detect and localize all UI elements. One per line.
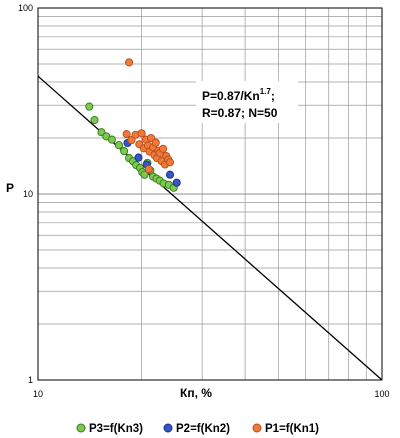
annotation-line-2: R=0.87; N=50 bbox=[202, 106, 278, 120]
fit-line bbox=[37, 75, 383, 381]
grid bbox=[38, 8, 382, 381]
legend-item-p2: P2=f(Kn2) bbox=[163, 423, 230, 435]
data-point bbox=[120, 147, 129, 156]
fit-annotation: P=0.87/Kn1.7; R=0.87; N=50 bbox=[196, 81, 298, 123]
series-P1=f(Kn1) bbox=[122, 58, 175, 174]
data-point bbox=[159, 144, 168, 153]
plot-frame bbox=[37, 7, 383, 381]
legend-marker-p1 bbox=[252, 423, 262, 433]
data-point bbox=[122, 130, 131, 139]
legend-item-p3: P3=f(Kn3) bbox=[76, 423, 143, 435]
y-tick-label: 100 bbox=[18, 3, 33, 13]
legend: P3=f(Kn3) P2=f(Kn2) P1=f(Kn1) bbox=[76, 423, 319, 435]
annotation-formula-end: ; bbox=[271, 89, 275, 103]
legend-label-p3: P3=f(Kn3) bbox=[89, 423, 143, 435]
data-point bbox=[107, 135, 116, 144]
y-tick-label: 1 bbox=[28, 375, 33, 385]
data-point bbox=[125, 58, 134, 67]
data-point bbox=[137, 129, 146, 138]
data-point bbox=[151, 138, 160, 147]
data-point bbox=[134, 153, 143, 162]
data-point bbox=[172, 178, 181, 187]
data-points bbox=[85, 58, 181, 192]
x-tick-label: 10 bbox=[33, 389, 43, 399]
data-point bbox=[90, 115, 99, 125]
legend-item-p1: P1=f(Kn1) bbox=[252, 423, 319, 435]
data-point bbox=[114, 141, 124, 150]
data-point bbox=[165, 170, 175, 179]
data-point bbox=[165, 158, 175, 167]
y-tick-label: 10 bbox=[23, 189, 33, 199]
legend-marker-p3 bbox=[76, 423, 86, 433]
legend-label-p1: P1=f(Kn1) bbox=[265, 423, 319, 435]
data-point bbox=[140, 170, 149, 179]
legend-marker-p2 bbox=[163, 423, 173, 433]
y-axis-title: P bbox=[6, 181, 14, 195]
annotation-exponent: 1.7 bbox=[260, 87, 272, 96]
annotation-box bbox=[196, 81, 298, 123]
annotation-line-1: P=0.87/Kn1.7; bbox=[202, 87, 275, 103]
data-point bbox=[127, 136, 136, 145]
x-tick-label: 100 bbox=[374, 389, 389, 399]
annotation-formula: P=0.87/Kn bbox=[202, 89, 260, 103]
x-axis-title: Кп, % bbox=[180, 386, 212, 400]
data-point bbox=[85, 102, 94, 111]
data-point bbox=[144, 165, 153, 174]
legend-label-p2: P2=f(Kn2) bbox=[176, 423, 230, 435]
series-P3=f(Kn3) bbox=[85, 102, 178, 192]
data-point bbox=[146, 133, 156, 143]
